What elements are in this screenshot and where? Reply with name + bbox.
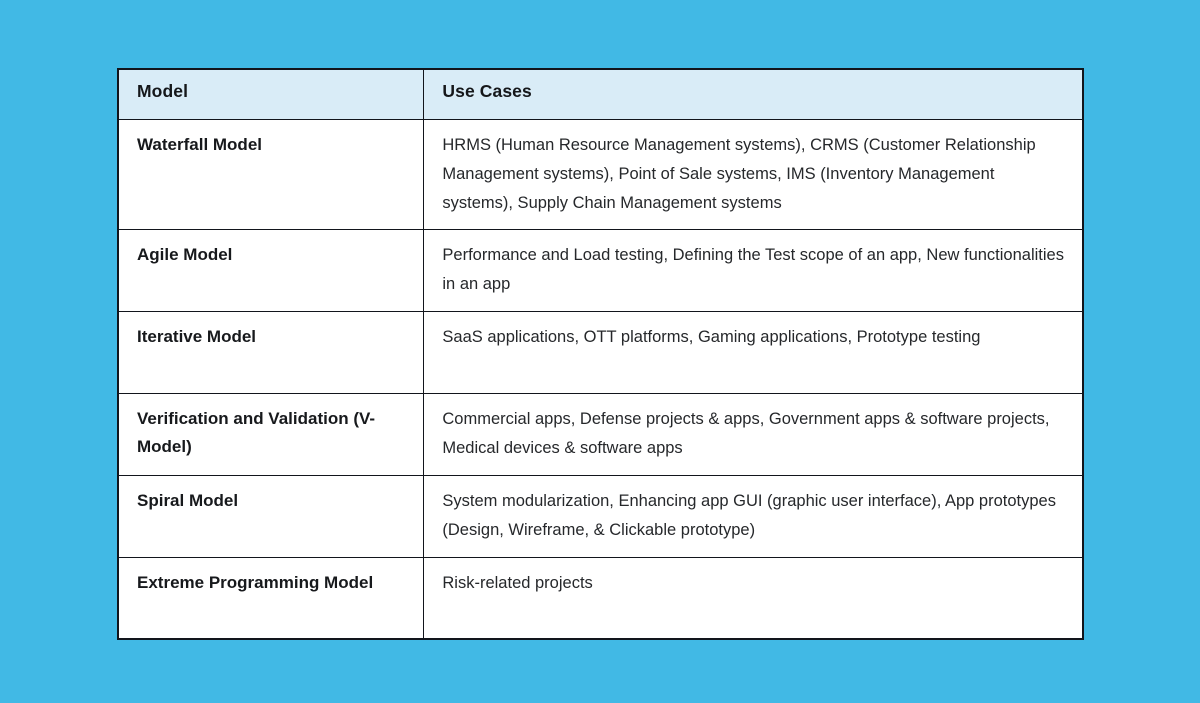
use-cases-cell: SaaS applications, OTT platforms, Gaming…	[423, 310, 1084, 394]
model-cell: Spiral Model	[117, 474, 425, 558]
table-row: Waterfall Model HRMS (Human Resource Man…	[117, 118, 1084, 230]
model-cell: Iterative Model	[117, 310, 425, 394]
model-cell: Waterfall Model	[117, 118, 425, 230]
use-cases-cell: Risk-related projects	[423, 556, 1084, 640]
table-row: Verification and Validation (V-Model) Co…	[117, 392, 1084, 476]
model-cell: Verification and Validation (V-Model)	[117, 392, 425, 476]
use-cases-cell: Performance and Load testing, Defining t…	[423, 228, 1084, 312]
table-header-row: Model Use Cases	[117, 68, 1084, 120]
use-cases-cell: System modularization, Enhancing app GUI…	[423, 474, 1084, 558]
table-row: Extreme Programming Model Risk-related p…	[117, 556, 1084, 640]
use-cases-cell: Commercial apps, Defense projects & apps…	[423, 392, 1084, 476]
models-table-container: Model Use Cases Waterfall Model HRMS (Hu…	[117, 68, 1084, 640]
header-cell-model: Model	[117, 68, 425, 120]
header-cell-use-cases: Use Cases	[423, 68, 1084, 120]
table-row: Spiral Model System modularization, Enha…	[117, 474, 1084, 558]
models-use-cases-table: Model Use Cases Waterfall Model HRMS (Hu…	[117, 68, 1084, 640]
table-row: Agile Model Performance and Load testing…	[117, 228, 1084, 312]
model-cell: Agile Model	[117, 228, 425, 312]
use-cases-cell: HRMS (Human Resource Management systems)…	[423, 118, 1084, 230]
table-row: Iterative Model SaaS applications, OTT p…	[117, 310, 1084, 394]
model-cell: Extreme Programming Model	[117, 556, 425, 640]
